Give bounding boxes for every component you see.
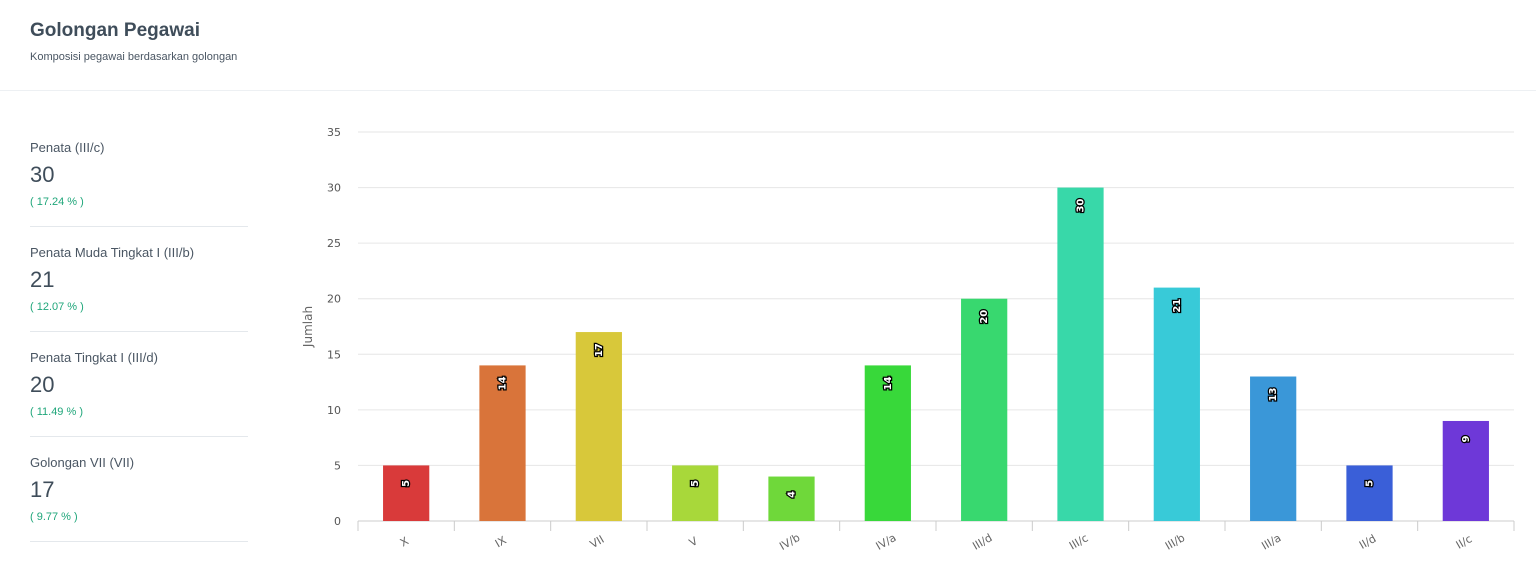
stat-item: Penata Tingkat I (III/d) 20 ( 11.49 % ) <box>30 332 248 437</box>
y-tick-label: 15 <box>327 348 341 361</box>
stat-percent: ( 12.07 % ) <box>30 301 84 313</box>
y-axis-label: Jumlah <box>301 306 315 348</box>
y-tick-label: 35 <box>327 126 341 139</box>
stat-value: 20 <box>30 372 55 397</box>
data-label: 5 <box>1365 480 1376 487</box>
y-tick-label: 30 <box>327 182 341 195</box>
stat-value: 21 <box>30 267 55 292</box>
x-tick-label: III/b <box>1163 531 1187 552</box>
stat-percent: ( 11.49 % ) <box>30 406 83 418</box>
x-tick-label: III/c <box>1067 531 1090 552</box>
bar <box>575 332 622 521</box>
x-tick-label: IV/b <box>777 531 802 553</box>
x-tick-label: III/a <box>1259 531 1283 552</box>
bar <box>864 365 911 521</box>
bar <box>479 365 526 521</box>
data-label: 5 <box>401 480 412 487</box>
y-tick-label: 5 <box>334 459 341 472</box>
x-tick-label: X <box>398 534 411 549</box>
stat-label: Penata Muda Tingkat I (III/b) <box>30 245 195 260</box>
bar <box>1442 420 1489 521</box>
bar <box>768 476 815 521</box>
page-title: Golongan Pegawai <box>30 20 200 41</box>
x-tick-label: II/c <box>1454 532 1475 551</box>
data-label: 20 <box>979 310 990 324</box>
data-label: 13 <box>1268 388 1279 402</box>
bar <box>1346 465 1393 521</box>
stat-label: Penata (III/c) <box>30 140 105 155</box>
data-label: 21 <box>1172 299 1183 313</box>
header: Golongan Pegawai Komposisi pegawai berda… <box>0 0 1536 91</box>
stat-value: 30 <box>30 162 55 187</box>
x-tick-label: IX <box>493 533 509 550</box>
data-label: 17 <box>594 343 605 357</box>
bar <box>961 298 1008 521</box>
bar <box>1250 376 1297 521</box>
bar <box>1057 187 1104 522</box>
stat-percent: ( 17.24 % ) <box>30 196 84 208</box>
data-label: 30 <box>1076 199 1087 213</box>
stats-list: Penata (III/c) 30 ( 17.24 % ) Penata Mud… <box>30 122 248 542</box>
y-tick-label: 20 <box>327 293 341 306</box>
data-label: 4 <box>787 491 798 498</box>
stat-label: Golongan VII (VII) <box>30 455 135 470</box>
stat-percent: ( 9.77 % ) <box>30 511 78 523</box>
data-label: 14 <box>498 376 509 390</box>
data-label: 5 <box>690 480 701 487</box>
bar <box>1153 287 1200 521</box>
data-label: 14 <box>883 376 894 390</box>
stat-label: Penata Tingkat I (III/d) <box>30 350 158 365</box>
data-label: 9 <box>1461 435 1472 442</box>
y-tick-label: 10 <box>327 404 341 417</box>
stat-item: Penata Muda Tingkat I (III/b) 21 ( 12.07… <box>30 227 248 332</box>
bar <box>383 465 430 521</box>
x-tick-label: II/d <box>1357 532 1378 552</box>
x-tick-label: VII <box>588 533 607 551</box>
y-tick-label: 25 <box>327 237 341 250</box>
page-subtitle: Komposisi pegawai berdasarkan golongan <box>30 51 238 63</box>
x-tick-label: III/d <box>970 531 994 552</box>
bar-chart: 0 5 10 15 20 25 30 35 Jumlah 5 X 14 IX 17 VII 5 V 4 IV/b 14… <box>301 126 1515 553</box>
stat-item: Golongan VII (VII) 17 ( 9.77 % ) <box>30 437 248 542</box>
y-tick-label: 0 <box>334 515 341 528</box>
x-tick-label: V <box>687 534 700 549</box>
stat-item: Penata (III/c) 30 ( 17.24 % ) <box>30 122 248 227</box>
x-tick-label: IV/a <box>874 531 899 553</box>
stat-value: 17 <box>30 477 55 502</box>
bar <box>672 465 719 521</box>
